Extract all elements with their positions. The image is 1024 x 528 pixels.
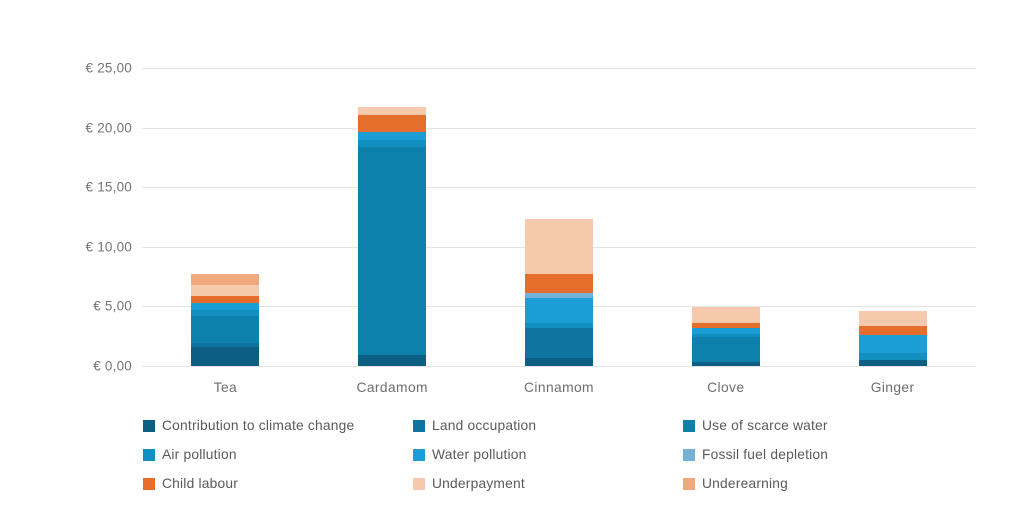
bar-segment-cinnamom-contribution-to-climate-change[interactable] (525, 358, 593, 366)
chart-legend: Contribution to climate change Land occup… (143, 411, 983, 498)
bar-segment-cinnamom-fossil-fuel-depletion[interactable] (525, 293, 593, 299)
bar-segment-cinnamom-land-occupation[interactable] (525, 328, 593, 359)
bar-segment-tea-underearning[interactable] (191, 274, 260, 286)
bar-segment-clove-child-labour[interactable] (691, 322, 760, 329)
legend-swatch-icon (143, 448, 155, 461)
y-axis-tick-label: € 25,00 (85, 60, 132, 76)
plot-area (142, 68, 976, 367)
legend-item-water-pollution[interactable]: Water pollution (413, 440, 683, 469)
legend-label: Child labour (162, 476, 239, 491)
legend-label: Contribution to climate change (162, 418, 355, 433)
bar-segment-cinnamom-air-pollution[interactable] (525, 323, 593, 329)
y-axis-tick-label: € 5,00 (93, 298, 132, 314)
legend-swatch-icon (413, 477, 425, 490)
bar-segment-tea-contribution-to-climate-change[interactable] (191, 346, 260, 366)
bar-segment-clove-underpayment[interactable] (691, 306, 760, 323)
legend-swatch-icon (413, 419, 425, 432)
legend-label: Air pollution (162, 447, 237, 462)
bar-tea[interactable] (191, 274, 260, 366)
bar-segment-clove-air-pollution[interactable] (691, 333, 760, 338)
x-axis-label-ginger: Ginger (870, 380, 915, 395)
x-axis-label-cinnamom: Cinnamom (524, 380, 594, 395)
y-axis-tick-label: € 10,00 (85, 239, 132, 255)
bar-cardamom[interactable] (358, 107, 427, 366)
legend-label: Water pollution (432, 447, 527, 462)
bar-segment-cardamom-underpayment[interactable] (358, 107, 427, 115)
legend-label: Use of scarce water (702, 418, 828, 433)
bar-segment-cardamom-child-labour[interactable] (358, 114, 427, 133)
x-axis-label-clove: Clove (707, 380, 745, 395)
gridline-15 (142, 187, 976, 189)
legend-item-land-occupation[interactable]: Land occupation (413, 411, 683, 440)
y-axis-tick-label: € 0,00 (93, 358, 132, 374)
legend-label: Land occupation (432, 418, 537, 433)
bar-segment-tea-water-pollution[interactable] (191, 302, 260, 311)
bar-segment-cinnamom-water-pollution[interactable] (525, 298, 593, 324)
bar-clove[interactable] (691, 306, 760, 366)
legend-swatch-icon (413, 448, 425, 461)
legend-item-air-pollution[interactable]: Air pollution (143, 440, 413, 469)
bar-segment-cardamom-contribution-to-climate-change[interactable] (358, 355, 427, 366)
bar-segment-cardamom-use-of-scarce-water[interactable] (358, 146, 427, 356)
legend-swatch-icon (683, 448, 695, 461)
bar-cinnamom[interactable] (525, 218, 593, 366)
bar-segment-ginger-child-labour[interactable] (858, 325, 927, 336)
legend-item-child-labour[interactable]: Child labour (143, 469, 413, 498)
x-axis-label-cardamom: Cardamom (356, 380, 428, 395)
bar-segment-ginger-underpayment[interactable] (858, 310, 927, 326)
bar-segment-cardamom-water-pollution[interactable] (358, 132, 427, 140)
legend-item-fossil-fuel-depletion[interactable]: Fossil fuel depletion (683, 440, 983, 469)
bar-segment-tea-child-labour[interactable] (191, 295, 260, 303)
bar-segment-tea-underpayment[interactable] (191, 285, 260, 296)
y-axis-tick-label: € 20,00 (85, 120, 132, 136)
legend-swatch-icon (143, 419, 155, 432)
bar-segment-tea-use-of-scarce-water[interactable] (191, 315, 260, 344)
bar-segment-cinnamom-child-labour[interactable] (525, 274, 593, 294)
legend-item-contribution-to-climate-change[interactable]: Contribution to climate change (143, 411, 413, 440)
bar-segment-cinnamom-underpayment[interactable] (525, 218, 593, 275)
legend-item-underearning[interactable]: Underearning (683, 469, 983, 498)
bar-segment-ginger-contribution-to-climate-change[interactable] (858, 360, 927, 366)
legend-swatch-icon (683, 477, 695, 490)
legend-label: Underearning (702, 476, 789, 491)
bar-segment-ginger-air-pollution[interactable] (858, 352, 927, 361)
legend-item-underpayment[interactable]: Underpayment (413, 469, 683, 498)
legend-label: Fossil fuel depletion (702, 447, 829, 462)
bar-segment-tea-air-pollution[interactable] (191, 310, 260, 316)
bar-segment-clove-water-pollution[interactable] (691, 328, 760, 334)
bar-segment-cardamom-air-pollution[interactable] (358, 139, 427, 147)
y-axis-tick-label: € 15,00 (85, 179, 132, 195)
bar-segment-clove-contribution-to-climate-change[interactable] (691, 362, 760, 366)
bar-segment-tea-land-occupation[interactable] (191, 343, 260, 347)
gridline-25 (142, 68, 976, 69)
bar-ginger[interactable] (858, 310, 927, 366)
legend-swatch-icon (683, 419, 695, 432)
legend-item-use-of-scarce-water[interactable]: Use of scarce water (683, 411, 983, 440)
bar-segment-ginger-water-pollution[interactable] (858, 335, 927, 353)
gridline-0 (142, 366, 976, 367)
legend-label: Underpayment (432, 476, 525, 491)
gridline-20 (142, 127, 976, 129)
legend-swatch-icon (143, 477, 155, 490)
x-axis-label-tea: Tea (213, 380, 238, 395)
bar-segment-clove-use-of-scarce-water[interactable] (691, 337, 760, 363)
